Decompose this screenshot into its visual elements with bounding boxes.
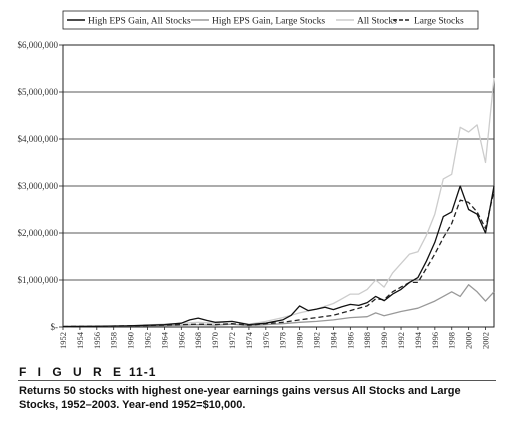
legend-label: All Stocks [357, 17, 397, 27]
x-tick-label: 1998 [447, 332, 457, 349]
x-tick-label: 1976 [261, 332, 271, 349]
x-tick-label: 1980 [295, 332, 305, 349]
figure-label: F I G U R E 11-1 [19, 365, 156, 379]
x-tick-label: 1988 [362, 332, 372, 349]
x-tick-label: 1978 [278, 332, 288, 349]
figure-label-text: F I G U R E [19, 365, 126, 379]
x-tick-label: 1986 [345, 332, 355, 349]
x-tick-label: 1968 [193, 332, 203, 349]
x-tick-label: 1984 [328, 331, 338, 349]
x-tick-label: 1992 [396, 332, 406, 349]
y-tick-label: $6,000,000 [18, 40, 59, 50]
series-line-0 [62, 185, 495, 328]
legend-box [62, 10, 479, 30]
series-line-2 [62, 77, 495, 328]
y-tick-label: $4,000,000 [18, 134, 59, 144]
x-tick-label: 1960 [126, 332, 136, 349]
legend-label: High EPS Gain, Large Stocks [212, 17, 325, 27]
x-tick-label: 1956 [92, 332, 102, 349]
x-tick-label: 1974 [244, 331, 254, 349]
x-tick-label: 1990 [379, 332, 389, 349]
gridlines [63, 91, 494, 281]
series-lines [62, 77, 495, 328]
x-tick-label: 1972 [227, 332, 237, 349]
x-tick-label: 1966 [176, 332, 186, 349]
legend-label: Large Stocks [414, 17, 464, 27]
x-tick-label: 1964 [159, 331, 169, 349]
x-tick-label: 1954 [75, 331, 85, 349]
axes: $- $1,000,000 $2,000,000 $3,000,000 $4,000,0… [18, 40, 495, 349]
legend-label: High EPS Gain, All Stocks [88, 17, 191, 27]
y-tick-label: $3,000,000 [18, 181, 59, 191]
x-tick-label: 2002 [481, 332, 491, 349]
figure-caption: Returns 50 stocks with highest one-year … [19, 385, 461, 411]
x-tick-label: 1996 [430, 332, 440, 349]
x-tick-label: 1982 [312, 332, 322, 349]
y-tick-label: $5,000,000 [18, 87, 59, 97]
y-tick-label: $2,000,000 [18, 228, 59, 238]
series-line-3 [62, 190, 495, 328]
legend: High EPS Gain, All Stocks High EPS Gain, … [62, 10, 479, 30]
y-tick-label: $- [51, 322, 59, 332]
x-tick-label: 1970 [210, 332, 220, 349]
figure-number: 11-1 [129, 365, 157, 379]
x-tick-label: 1962 [143, 332, 153, 349]
figure-divider [18, 380, 496, 381]
x-tick-label: 2000 [464, 332, 474, 349]
x-tick-label: 1958 [109, 332, 119, 349]
x-tick-label: 1952 [58, 332, 68, 349]
y-tick-label: $1,000,000 [18, 275, 59, 285]
x-tick-label: 1994 [413, 331, 423, 349]
